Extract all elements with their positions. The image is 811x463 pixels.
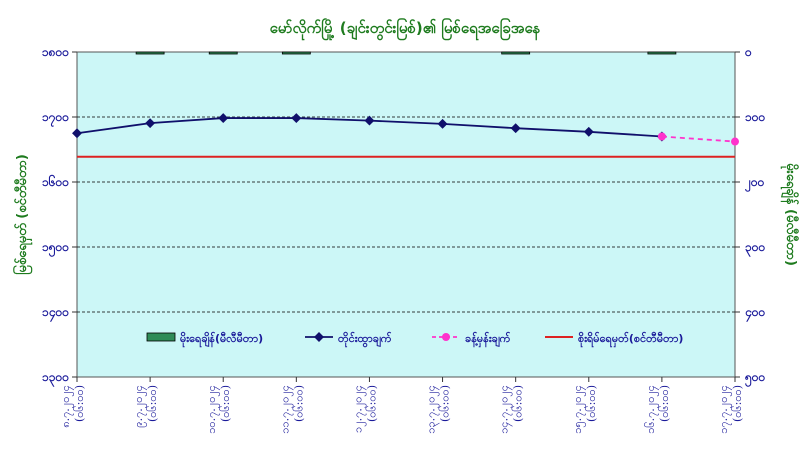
right-tick-label: ၂၀၀ — [744, 175, 765, 193]
x-tick-time: (၀၆:၀၀) — [439, 385, 452, 422]
forecast-point — [657, 132, 666, 141]
x-tick-time: (၀၆:၀၀) — [292, 385, 305, 422]
rainfall-bar — [281, 51, 311, 55]
x-tick-label: ၁၆.၇.၂၀၂၄ (၀၆:၀၀) — [644, 385, 671, 434]
right-tick-label: ၃၀၀ — [745, 240, 766, 258]
rainfall-bars — [135, 51, 677, 55]
observed-point — [510, 123, 521, 134]
forecast-point — [731, 137, 739, 146]
right-tick-label: ၀ — [744, 45, 752, 59]
plot-area — [76, 51, 736, 378]
legend-marker-forecast — [442, 333, 450, 341]
x-tick-date: ၁၀.၇.၂၀၂၄ — [205, 385, 220, 434]
x-tick-time: (၀၆:၀၀) — [658, 385, 671, 422]
x-tick-date: ၁၆.၇.၂၀၂၄ — [644, 385, 659, 434]
x-tick-date: ၁၂.၇.၂၀၂၄ — [351, 385, 366, 433]
left-tick-label: ၁၇၀၀ — [42, 110, 69, 128]
left-axis-label: မြစ်ရေမှတ် (စင်တီမီတာ) — [12, 154, 33, 275]
left-tick-label: ၁၅၀၀ — [42, 240, 69, 258]
right-axis-label: မိုးရေချိန် (မီလီမီတာ) — [780, 163, 800, 266]
series-lines — [72, 113, 739, 158]
right-tick-label: ၄၀၀ — [744, 305, 766, 323]
left-tick-label: ၁၃၀၀ — [42, 370, 69, 388]
legend-label: စိုးရိမ်ရေမှတ်(စင်တီမီတာ) — [578, 331, 683, 348]
x-tick-label: ၁၀.၇.၂၀၂၄ (၀၆:၀၀) — [205, 385, 232, 434]
observed-point — [72, 128, 82, 139]
x-tick-date: ၈.၇.၂၀၂၄ — [59, 385, 74, 428]
legend-swatch-rainfall — [146, 332, 176, 342]
x-tick-date: ၁၃.၇.၂၀၂၄ — [425, 385, 440, 434]
x-tick-date: ၁၄.၇.၂၀၂၄ — [498, 385, 513, 434]
x-tick-label: ၉.၇.၂၀၂၄ (၀၆:၀၀) — [132, 385, 159, 428]
observed-point — [145, 118, 156, 129]
legend-label: တိုင်းထွာချက် — [338, 331, 392, 348]
left-tick-label: ၁၆၀၀ — [42, 173, 69, 189]
legend: မိုးရေချိန်(မီလီမီတာ) တိုင်းထွာချက် ခန့်မှ… — [146, 331, 683, 348]
x-tick-date: ၁၇.၇.၂၀၂၄ — [717, 385, 732, 434]
x-tick-label: ၁၄.၇.၂၀၂၄ (၀၆:၀၀) — [498, 385, 525, 434]
x-tick-date: ၁၅.၇.၂၀၂၄ — [571, 385, 586, 434]
x-tick-time: (၀၆:၀၀) — [146, 385, 159, 422]
observed-point — [583, 126, 594, 137]
x-tick-label: ၁၂.၇.၂၀၂၄ (၀၆:၀၀) — [351, 385, 378, 433]
right-tick-label: ၅၀၀ — [744, 370, 766, 388]
rainfall-bar — [501, 51, 531, 55]
observed-point — [218, 113, 229, 124]
legend-label: မိုးရေချိန်(မီလီမီတာ) — [180, 331, 263, 348]
x-tick-label: ၁၇.၇.၂၀၂၄ (၀၆:၀၀) — [717, 385, 744, 434]
x-tick-label: ၈.၇.၂၀၂၄ (၀၆:၀၀) — [59, 385, 86, 428]
x-tick-time: (၀၆:၀၀) — [365, 385, 378, 422]
rainfall-bar — [208, 51, 238, 55]
x-tick-date: ၁၁.၇.၂၀၂၄ — [278, 385, 293, 434]
rainfall-bar — [647, 51, 677, 55]
rainfall-bar — [135, 51, 165, 55]
forecast-line — [661, 135, 736, 143]
legend-marker-observed — [314, 332, 324, 342]
x-tick-label: ၁၁.၇.၂၀၂၄ (၀၆:၀၀) — [278, 385, 305, 434]
x-tick-time: (၀၆:၀၀) — [512, 385, 525, 422]
left-tick-label: ၁၈၀၀ — [42, 45, 69, 59]
legend-label: ခန့်မှန်းချက် — [465, 331, 511, 348]
right-tick-label: ၁၀၀ — [745, 110, 766, 124]
x-tick-time: (၀၆:၀၀) — [73, 385, 86, 422]
x-tick-time: (၀၆:၀၀) — [585, 385, 598, 422]
x-tick-time: (၀၆:၀၀) — [731, 385, 744, 422]
x-tick-label: ၁၃.၇.၂၀၂၄ (၀၆:၀၀) — [425, 385, 452, 434]
x-tick-time: (၀၆:၀၀) — [219, 385, 232, 422]
x-tick-label: ၁၅.၇.၂၀၂၄ (၀၆:၀၀) — [571, 385, 598, 434]
x-tick-date: ၉.၇.၂၀၂၄ — [132, 385, 147, 428]
left-tick-label: ၁၄၀၀ — [42, 305, 69, 323]
